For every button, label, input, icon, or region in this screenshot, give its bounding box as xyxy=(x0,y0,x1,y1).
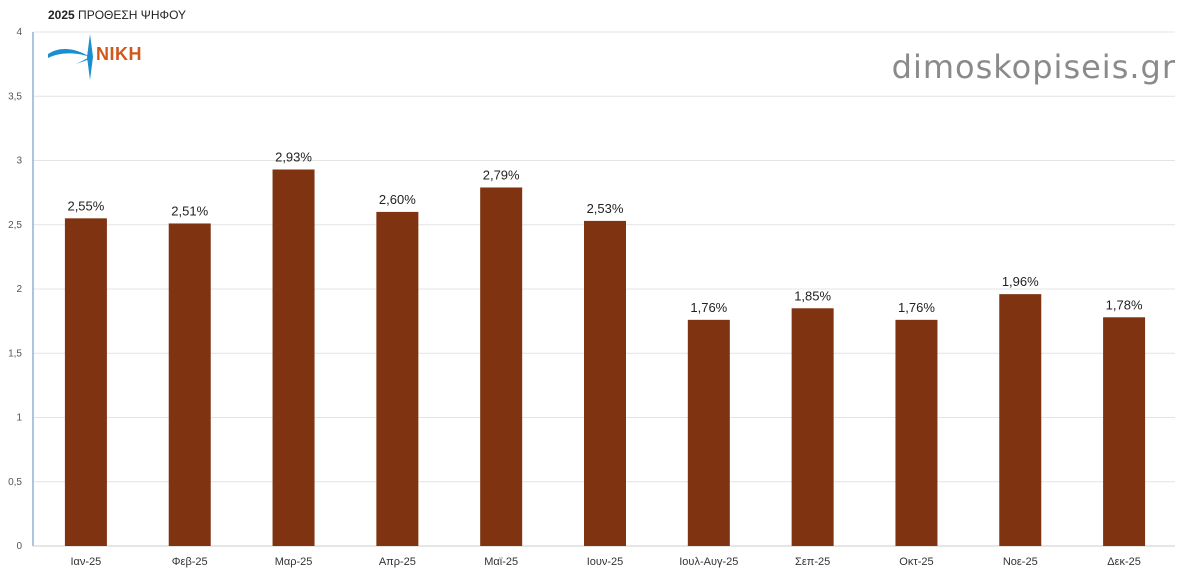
x-tick-label: Απρ-25 xyxy=(379,556,416,568)
data-label: 2,60% xyxy=(379,192,416,207)
bar xyxy=(272,169,315,546)
x-tick-label: Μαϊ-25 xyxy=(484,556,518,568)
bar xyxy=(999,294,1042,546)
party-logo-text: ΝΙΚΗ xyxy=(96,44,142,64)
chart-title: 2025 ΠΡΟΘΕΣΗ ΨΗΦΟΥ xyxy=(48,8,186,22)
data-label: 1,78% xyxy=(1106,297,1143,312)
y-tick-label: 1 xyxy=(16,413,22,424)
bar xyxy=(480,187,523,547)
y-tick-label: 3 xyxy=(16,156,22,167)
x-tick-label: Μαρ-25 xyxy=(275,556,313,568)
data-label: 2,53% xyxy=(587,201,624,216)
data-label: 2,93% xyxy=(275,149,312,164)
y-tick-label: 4 xyxy=(16,27,22,38)
x-tick-label: Σεπ-25 xyxy=(795,556,830,568)
bar xyxy=(895,319,938,546)
y-tick-label: 2,5 xyxy=(8,220,22,231)
party-logo: ΝΙΚΗ xyxy=(46,30,156,84)
data-label: 2,55% xyxy=(67,198,104,213)
data-label: 1,96% xyxy=(1002,274,1039,289)
x-tick-label: Ιουλ-Αυγ-25 xyxy=(679,556,738,568)
y-tick-label: 2 xyxy=(16,284,22,295)
y-tick-label: 0,5 xyxy=(8,477,22,488)
y-tick-label: 0 xyxy=(16,541,22,552)
data-label: 1,76% xyxy=(690,300,727,315)
wind-star-icon xyxy=(48,34,93,80)
chart-title-text: ΠΡΟΘΕΣΗ ΨΗΦΟΥ xyxy=(78,8,187,22)
y-tick-label: 1,5 xyxy=(8,348,22,359)
data-label: 2,51% xyxy=(171,203,208,218)
bar xyxy=(64,218,107,546)
chart-title-year: 2025 xyxy=(48,8,75,22)
bar xyxy=(791,308,834,546)
bar xyxy=(1103,317,1146,546)
data-label: 1,85% xyxy=(794,288,831,303)
bar xyxy=(168,223,211,546)
x-tick-label: Νοε-25 xyxy=(1003,556,1038,568)
bar xyxy=(376,211,419,546)
x-tick-label: Ιαν-25 xyxy=(70,556,101,568)
data-label: 2,79% xyxy=(483,167,520,182)
x-tick-label: Ιουν-25 xyxy=(587,556,624,568)
bar xyxy=(584,220,626,546)
watermark-text: dimoskopiseis.gr xyxy=(891,48,1176,86)
x-tick-label: Οκτ-25 xyxy=(899,556,933,568)
x-tick-label: Δεκ-25 xyxy=(1107,556,1141,568)
x-tick-label: Φεβ-25 xyxy=(172,556,208,568)
y-tick-label: 3,5 xyxy=(8,91,22,102)
bar xyxy=(687,319,730,546)
data-label: 1,76% xyxy=(898,300,935,315)
